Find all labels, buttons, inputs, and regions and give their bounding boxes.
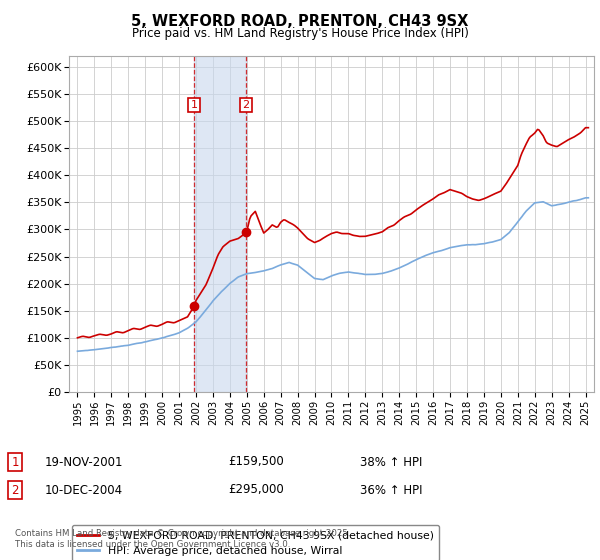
Text: 2: 2	[242, 100, 250, 110]
Text: 1: 1	[191, 100, 197, 110]
Text: 1: 1	[11, 455, 19, 469]
Text: 19-NOV-2001: 19-NOV-2001	[45, 455, 124, 469]
Text: 36% ↑ HPI: 36% ↑ HPI	[360, 483, 422, 497]
Legend: 5, WEXFORD ROAD, PRENTON, CH43 9SX (detached house), HPI: Average price, detache: 5, WEXFORD ROAD, PRENTON, CH43 9SX (deta…	[72, 525, 439, 560]
Text: 2: 2	[11, 483, 19, 497]
Text: £295,000: £295,000	[228, 483, 284, 497]
Text: 5, WEXFORD ROAD, PRENTON, CH43 9SX: 5, WEXFORD ROAD, PRENTON, CH43 9SX	[131, 14, 469, 29]
Text: Price paid vs. HM Land Registry's House Price Index (HPI): Price paid vs. HM Land Registry's House …	[131, 27, 469, 40]
Bar	[194, 56, 246, 392]
Text: Contains HM Land Registry data © Crown copyright and database right 2025.
This d: Contains HM Land Registry data © Crown c…	[15, 529, 350, 549]
Text: 10-DEC-2004: 10-DEC-2004	[45, 483, 123, 497]
Text: 38% ↑ HPI: 38% ↑ HPI	[360, 455, 422, 469]
Text: £159,500: £159,500	[228, 455, 284, 469]
